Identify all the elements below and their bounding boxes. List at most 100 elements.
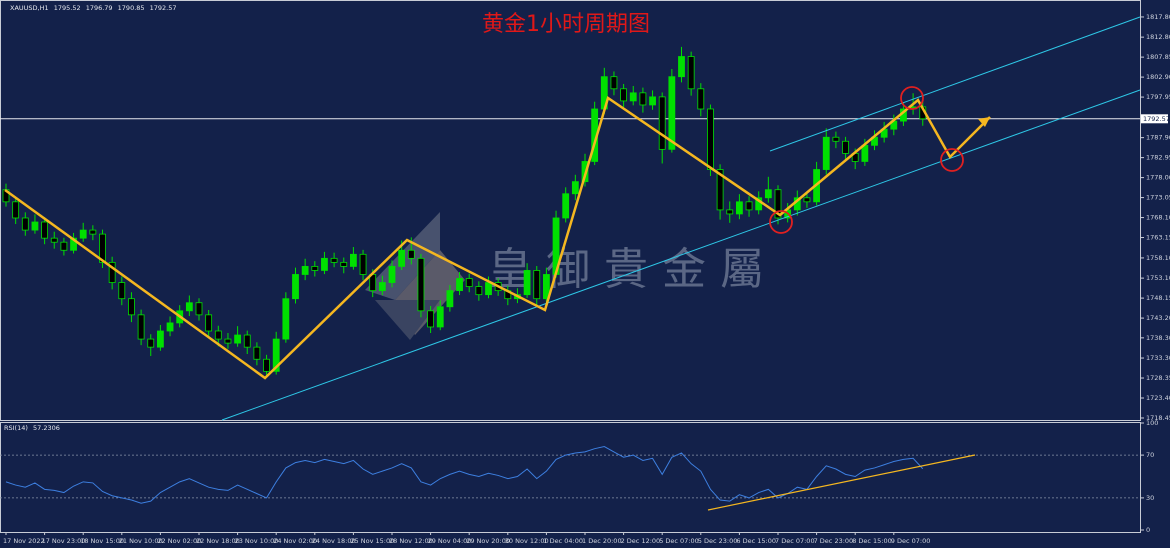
y-tick-label: 1812.80: [1146, 33, 1170, 41]
candle-body: [272, 338, 280, 372]
x-tick-label: 28 Nov 12:00: [389, 537, 433, 545]
y-tick-label: 1733.30: [1146, 354, 1170, 362]
candle-body: [417, 257, 425, 312]
candle-body: [832, 136, 840, 142]
rsi-trend-line: [707, 454, 976, 511]
x-tick-label: 23 Nov 10:00: [235, 537, 279, 545]
y-tick-label: 1723.40: [1146, 394, 1170, 402]
candle-body: [533, 270, 541, 300]
candle-body: [436, 306, 444, 328]
candle-body: [736, 201, 743, 215]
candle-body: [571, 181, 579, 195]
candle-body: [803, 197, 811, 203]
x-tick-label: 30 Nov 12:00: [505, 537, 549, 545]
candle-body: [349, 253, 357, 267]
candle-body: [446, 290, 454, 308]
candle-body: [523, 270, 531, 296]
current-price-box: [1141, 114, 1168, 124]
candle-body: [128, 298, 135, 316]
y-tick-label: 1807.85: [1146, 53, 1170, 61]
candle-body: [774, 189, 782, 219]
candle-body: [407, 249, 415, 259]
x-tick-label: 5 Dec 23:00: [698, 537, 738, 545]
x-tick-label: 1 Dec 20:00: [582, 537, 622, 545]
candle-body: [234, 334, 242, 344]
candle-body: [137, 314, 145, 340]
candle-body: [195, 302, 203, 316]
candle-body: [388, 266, 396, 283]
candle-body: [224, 338, 232, 344]
candle-body: [745, 201, 753, 211]
y-tick-label: 1718.45: [1146, 414, 1170, 422]
candle-body: [253, 346, 261, 360]
candle-body: [687, 56, 695, 90]
candle-body: [543, 274, 550, 300]
candle-body: [822, 136, 830, 170]
candle-body: [89, 229, 97, 235]
y-tick-label: 1748.15: [1146, 294, 1170, 302]
x-tick-label: 7 Dec 23:00: [814, 537, 854, 545]
y-tick-label: 1738.30: [1146, 334, 1170, 342]
candle-body: [156, 330, 164, 348]
highlight-circle: [769, 210, 793, 234]
x-tick-label: 21 Nov 10:00: [119, 537, 163, 545]
x-tick-label: 17 Nov 2022: [3, 537, 45, 545]
candle-body: [21, 217, 29, 231]
candle-body: [118, 282, 126, 300]
candle-body: [427, 310, 435, 328]
x-tick-label: 22 Nov 18:00: [196, 537, 240, 545]
symbol-header: XAUUSD,H1 1795.52 1796.79 1790.85 1792.5…: [10, 4, 177, 12]
candle-body: [243, 334, 251, 348]
main-panel-frame: [0, 0, 1141, 421]
y-tick-label: 1787.90: [1146, 134, 1170, 142]
channel-line: [221, 89, 1141, 421]
watermark-text: 皇御貴金屬: [488, 244, 778, 295]
x-tick-label: 6 Dec 15:00: [736, 537, 776, 545]
candle-body: [726, 209, 734, 215]
y-tick-label: 1778.00: [1146, 174, 1170, 182]
candle-body: [282, 298, 290, 340]
y-tick-label: 1797.95: [1146, 93, 1170, 101]
candle-body: [330, 257, 338, 263]
candle-body: [639, 92, 647, 106]
ohlc-open: 1795.52: [54, 4, 81, 12]
candle-body: [292, 274, 299, 300]
candle-body: [658, 96, 666, 150]
x-tick-label: 8 Dec 15:00: [852, 537, 892, 545]
candle-body: [166, 322, 174, 332]
candle-body: [465, 278, 473, 287]
candle-body: [485, 282, 492, 296]
y-tick-label: 1763.15: [1146, 234, 1170, 242]
rsi-y-tick-label: 70: [1146, 451, 1154, 459]
candle-body: [707, 108, 714, 170]
candle-body: [649, 96, 656, 106]
x-tick-label: 17 Nov 23:00: [42, 537, 86, 545]
candle-body: [697, 88, 705, 110]
candle-body: [99, 233, 106, 263]
candle-body: [60, 241, 68, 251]
candle-body: [41, 221, 48, 239]
candle-body: [359, 253, 367, 275]
y-tick-label: 1743.20: [1146, 314, 1170, 322]
candle-body: [861, 144, 869, 162]
candle-body: [50, 237, 58, 243]
candle-body: [562, 193, 570, 219]
candle-body: [398, 249, 406, 267]
x-tick-label: 24 Nov 02:00: [273, 537, 317, 545]
x-tick-label: 7 Dec 07:00: [775, 537, 815, 545]
ohlc-close: 1792.57: [150, 4, 177, 12]
y-tick-label: 1758.10: [1146, 254, 1170, 262]
x-tick-label: 5 Dec 07:00: [659, 537, 699, 545]
candle-body: [108, 261, 116, 283]
rsi-line: [5, 446, 924, 504]
rsi-y-tick-label: 30: [1146, 494, 1154, 502]
logo-shape: [395, 250, 465, 335]
trend-arrows: [4, 96, 991, 380]
highlight-circle: [940, 148, 964, 172]
candle-body: [378, 282, 386, 292]
y-tick-label: 1782.95: [1146, 154, 1170, 162]
candle-body: [185, 302, 193, 312]
x-tick-label: 29 Nov 20:00: [466, 537, 510, 545]
